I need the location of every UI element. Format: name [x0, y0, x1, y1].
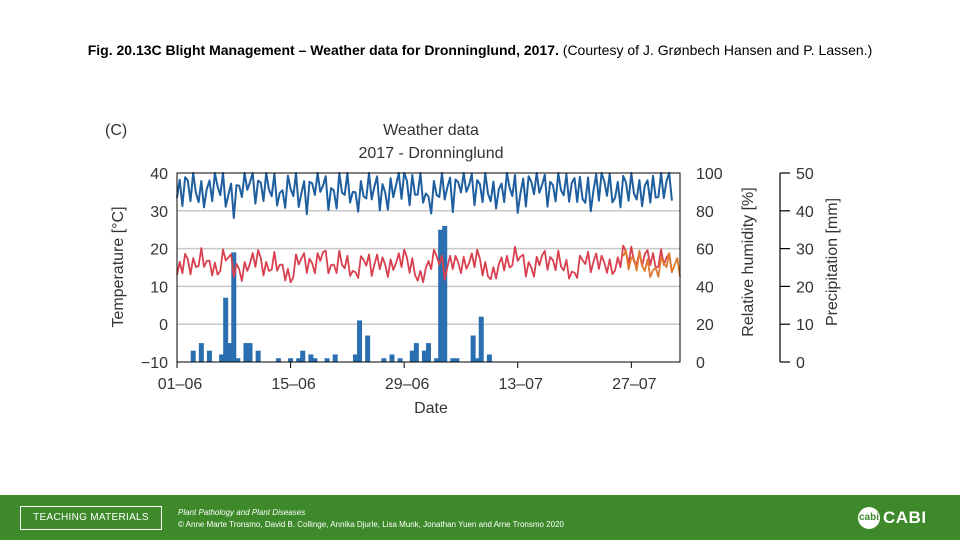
precipitation-bar: [219, 354, 225, 362]
precipitation-bar: [478, 316, 484, 362]
precipitation-bar: [389, 354, 395, 362]
precipitation-bar: [243, 343, 249, 362]
x-tick-label: 15–06: [271, 376, 316, 393]
y-tick-label-precipitation: 50: [796, 166, 814, 183]
precipitation-bar: [198, 343, 204, 362]
precipitation-bar: [357, 320, 363, 362]
precipitation-bar: [442, 225, 448, 362]
y-tick-label-humidity: 40: [696, 279, 714, 296]
precipitation-bars: [190, 225, 492, 362]
y-tick-label-precipitation: 40: [796, 204, 814, 221]
precipitation-bar: [312, 358, 318, 362]
data-lines: [176, 172, 681, 284]
precipitation-bar: [332, 354, 338, 362]
humidity-series-line: [176, 172, 673, 220]
tick-labels: 403020100−101008060402005040302010001–06…: [141, 166, 814, 393]
cabi-logo-mark: cabi: [858, 507, 880, 529]
precipitation-bar: [486, 354, 492, 362]
precipitation-bar: [231, 252, 237, 362]
precipitation-bar: [434, 358, 440, 362]
y-tick-label-precipitation: 30: [796, 242, 814, 259]
precipitation-bar: [426, 343, 431, 362]
precipitation-bar: [413, 343, 419, 362]
precipitation-bar: [235, 358, 241, 362]
x-tick-label: 27–07: [612, 376, 657, 393]
x-tick-label: 01–06: [158, 376, 203, 393]
precipitation-bar: [247, 343, 253, 362]
precipitation-bar: [470, 335, 476, 362]
precipitation-bar: [454, 358, 460, 362]
precipitation-bar: [352, 354, 358, 362]
y-tick-label-humidity: 20: [696, 317, 714, 334]
x-tick-label: 13–07: [498, 376, 543, 393]
teaching-materials-label: TEACHING MATERIALS: [20, 506, 162, 530]
precipitation-bar: [381, 358, 387, 362]
weather-chart: (C) Weather data 2017 - Dronninglund Dat…: [105, 122, 841, 417]
y-axis-label-precipitation: Precipitation [mm]: [824, 198, 841, 326]
grid-lines: [177, 210, 680, 325]
y-tick-label-temperature: 20: [150, 242, 168, 259]
y-tick-label-temperature: 40: [150, 166, 168, 183]
chart-title: Weather data: [383, 122, 479, 139]
caption-bold: Fig. 20.13C Blight Management – Weather …: [87, 42, 559, 58]
plot-frame: [176, 172, 681, 363]
cabi-logo-text: CABI: [883, 508, 927, 527]
x-tick-label: 29–06: [385, 376, 430, 393]
copyright-text: © Anne Marte Tronsmo, David B. Collinge,…: [178, 520, 564, 529]
caption-normal: (Courtesy of J. Grønbech Hansen and P. L…: [558, 42, 873, 58]
precipitation-bar: [450, 358, 456, 362]
precipitation-bar: [223, 297, 229, 362]
y-tick-label-temperature: 30: [150, 204, 168, 221]
y-tick-label-precipitation: 20: [796, 279, 814, 296]
precipitation-bar: [474, 358, 480, 362]
panel-label: (C): [105, 122, 127, 139]
y-tick-label-temperature: −10: [141, 355, 168, 372]
precipitation-bar: [324, 358, 330, 362]
precipitation-bar: [421, 350, 427, 362]
chart-subtitle: 2017 - Dronninglund: [359, 145, 504, 162]
y-tick-label-humidity: 0: [696, 355, 705, 372]
y-tick-label-temperature: 10: [150, 279, 168, 296]
precipitation-bar: [308, 354, 314, 362]
footer-bar: [0, 495, 960, 540]
figure-caption: Fig. 20.13C Blight Management – Weather …: [0, 42, 960, 58]
precipitation-bar: [296, 358, 302, 362]
axis-ticks: [176, 172, 790, 368]
precipitation-bar: [227, 343, 233, 362]
y-tick-label-humidity: 80: [696, 204, 714, 221]
y-tick-label-precipitation: 10: [796, 317, 814, 334]
precipitation-bar: [275, 358, 281, 362]
y-tick-label-humidity: 60: [696, 242, 714, 259]
book-title: Plant Pathology and Plant Diseases: [178, 508, 306, 517]
precipitation-bar: [255, 350, 261, 362]
y-tick-label-precipitation: 0: [796, 355, 805, 372]
y-tick-label-humidity: 100: [696, 166, 723, 183]
y-tick-label-temperature: 0: [159, 317, 168, 334]
precipitation-bar: [206, 350, 212, 362]
precipitation-bar: [365, 335, 371, 362]
precipitation-bar: [190, 350, 196, 362]
y-axis-label-temperature: Temperature [°C]: [110, 206, 127, 327]
precipitation-bar: [288, 358, 294, 362]
precipitation-bar: [438, 229, 444, 362]
temperature-forecast-line: [622, 249, 681, 278]
precipitation-bar: [409, 350, 415, 362]
y-axis-label-humidity: Relative humidity [%]: [740, 187, 757, 336]
precipitation-bar: [397, 358, 403, 362]
cabi-logo: cabi CABI: [858, 506, 934, 530]
x-axis-label: Date: [414, 400, 448, 417]
temperature-series-line: [176, 244, 673, 284]
precipitation-bar: [300, 350, 306, 362]
